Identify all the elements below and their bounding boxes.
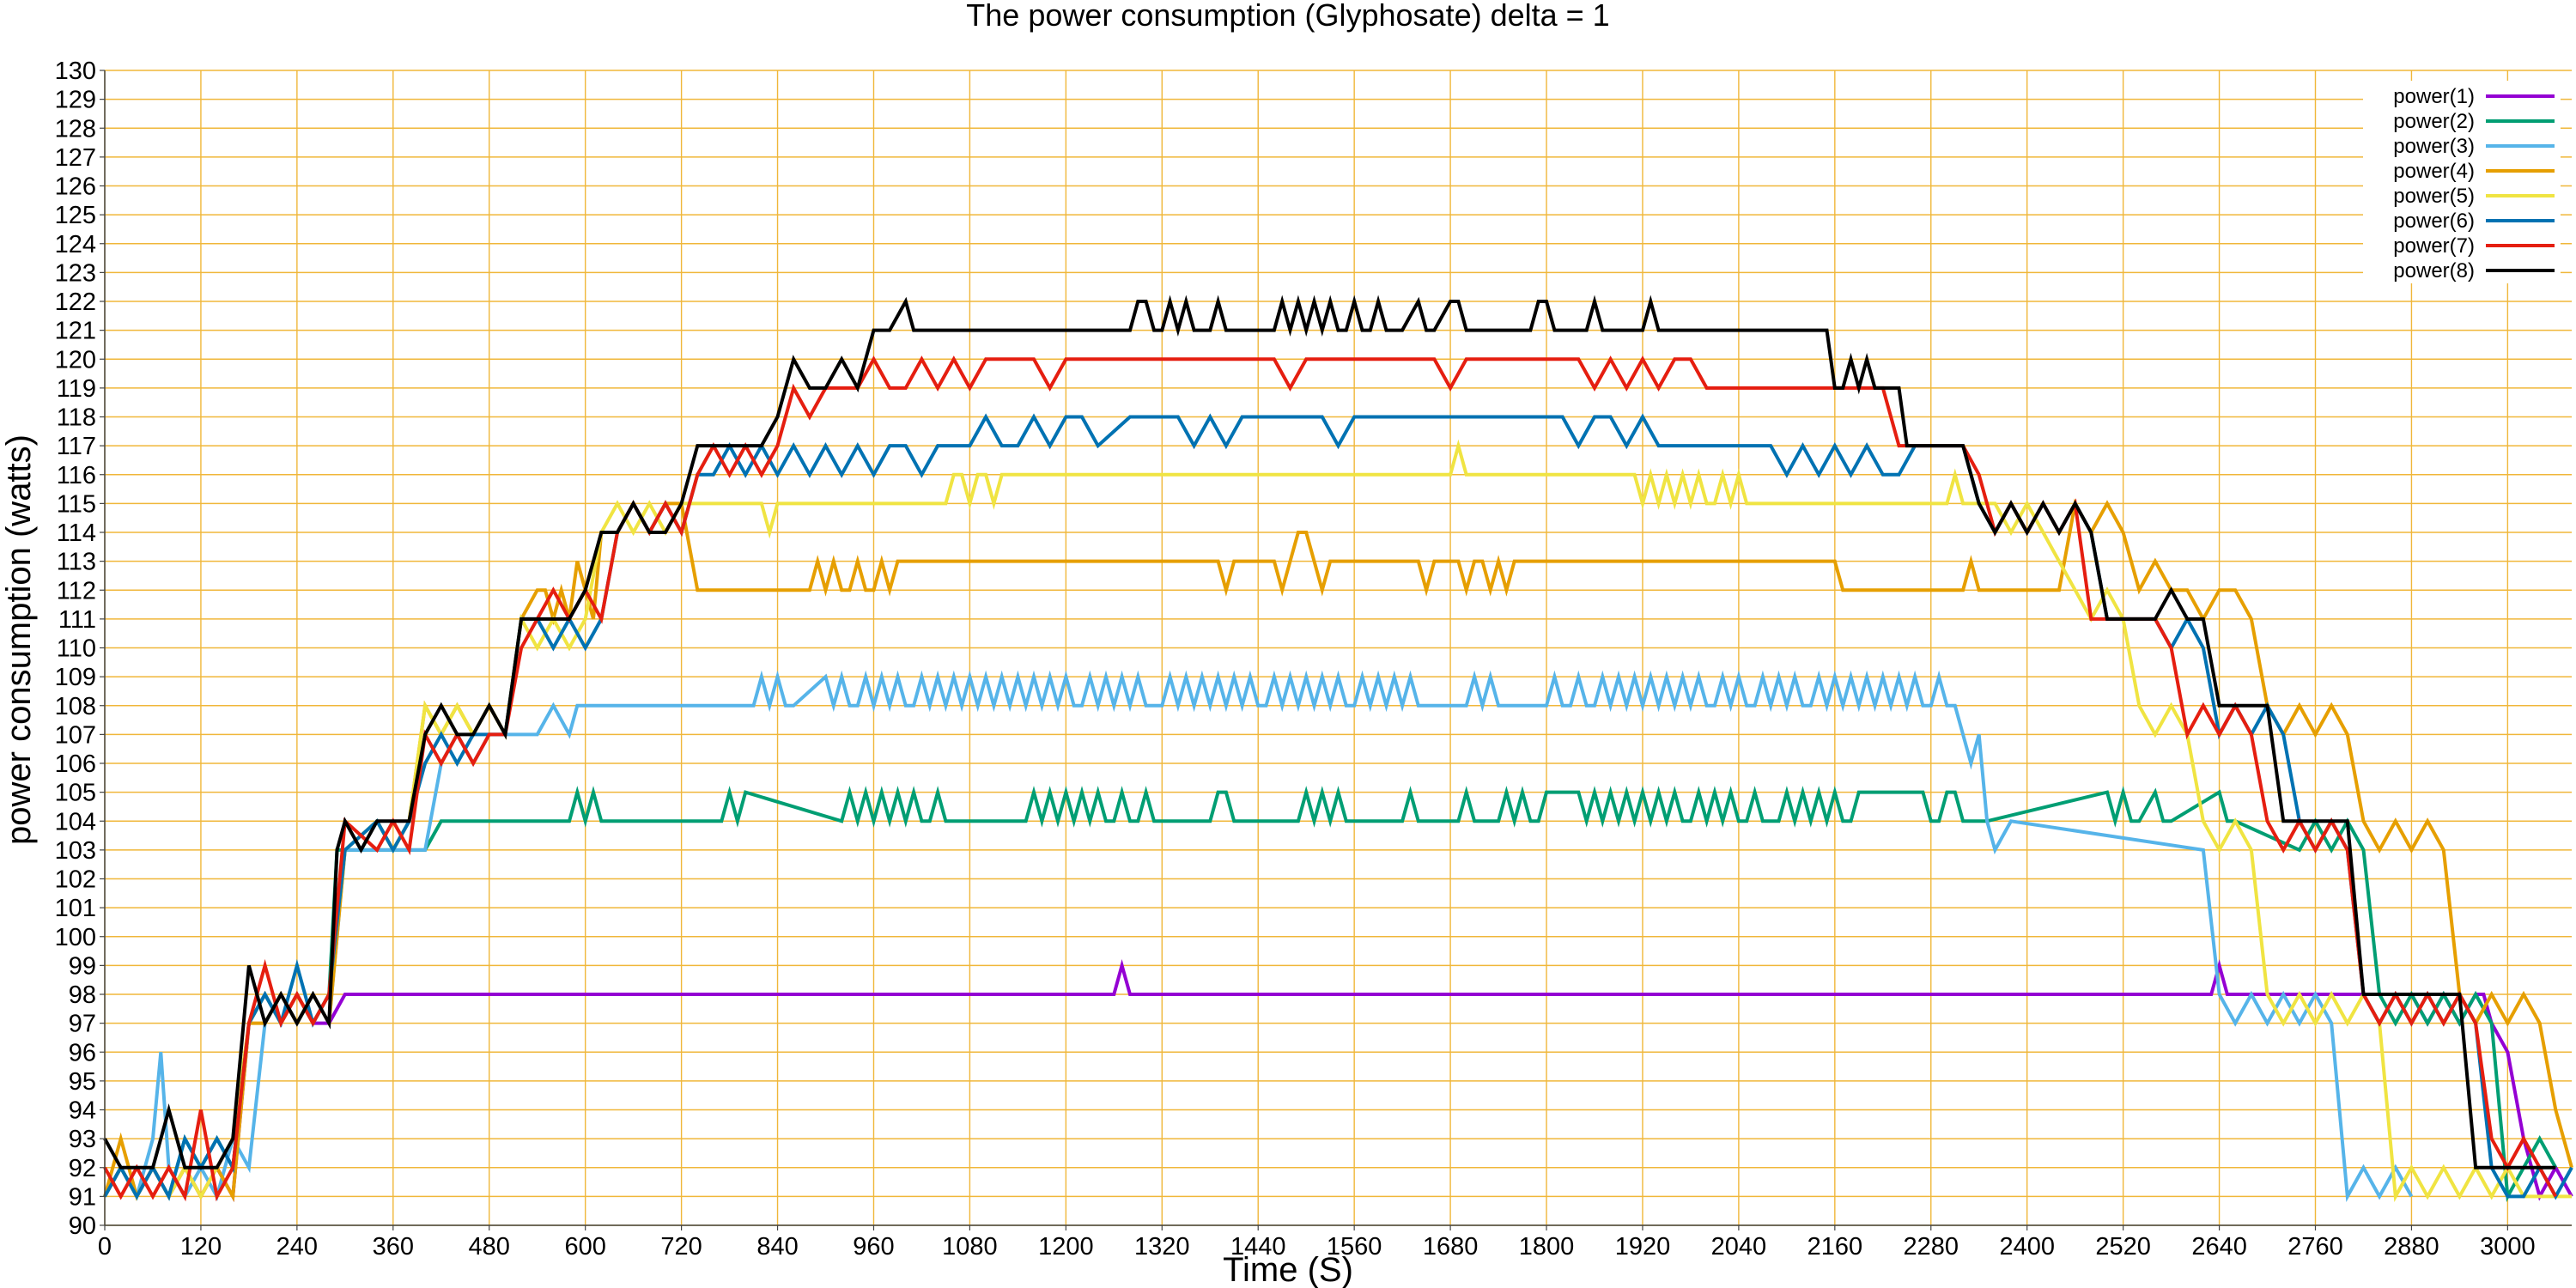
y-tick-label: 123 bbox=[55, 259, 96, 287]
legend-label-6: power(6) bbox=[2393, 210, 2475, 233]
y-tick-label: 118 bbox=[57, 404, 96, 432]
x-axis-label: Time (S) bbox=[1223, 1251, 1353, 1288]
x-tick-label: 600 bbox=[564, 1233, 605, 1261]
x-tick-label: 1080 bbox=[942, 1233, 998, 1261]
y-tick-label: 112 bbox=[57, 577, 96, 605]
y-tick-label: 103 bbox=[55, 837, 96, 865]
y-tick-label: 92 bbox=[69, 1155, 96, 1182]
y-tick-label: 113 bbox=[57, 549, 96, 576]
legend-label-1: power(1) bbox=[2393, 85, 2475, 108]
y-tick-label: 93 bbox=[69, 1126, 96, 1153]
y-tick-label: 130 bbox=[55, 58, 96, 85]
x-tick-label: 2400 bbox=[1999, 1233, 2055, 1261]
y-tick-label: 111 bbox=[58, 606, 96, 634]
y-tick-label: 98 bbox=[69, 981, 96, 1009]
y-tick-label: 117 bbox=[57, 433, 96, 460]
y-tick-label: 96 bbox=[69, 1039, 96, 1066]
x-tick-label: 1200 bbox=[1038, 1233, 1094, 1261]
x-tick-label: 2880 bbox=[2384, 1233, 2439, 1261]
y-tick-label: 97 bbox=[69, 1011, 96, 1038]
x-tick-label: 2520 bbox=[2095, 1233, 2151, 1261]
x-tick-label: 2040 bbox=[1711, 1233, 1767, 1261]
x-tick-label: 720 bbox=[660, 1233, 702, 1261]
y-tick-label: 126 bbox=[55, 173, 96, 201]
y-tick-label: 129 bbox=[55, 87, 96, 114]
x-tick-label: 3000 bbox=[2480, 1233, 2536, 1261]
legend-label-7: power(7) bbox=[2393, 234, 2475, 258]
legend: power(1)power(2)power(3)power(4)power(5)… bbox=[2363, 81, 2561, 283]
x-tick-label: 1680 bbox=[1423, 1233, 1479, 1261]
legend-label-8: power(8) bbox=[2393, 259, 2475, 283]
y-tick-label: 119 bbox=[57, 375, 96, 403]
x-tick-label: 1320 bbox=[1134, 1233, 1190, 1261]
y-tick-label: 108 bbox=[55, 693, 96, 720]
y-tick-label: 104 bbox=[55, 808, 96, 835]
x-tick-label: 1800 bbox=[1519, 1233, 1575, 1261]
x-tick-label: 960 bbox=[853, 1233, 894, 1261]
y-tick-label: 105 bbox=[55, 780, 96, 807]
y-tick-label: 128 bbox=[55, 115, 96, 143]
legend-label-2: power(2) bbox=[2393, 110, 2475, 133]
x-tick-label: 240 bbox=[276, 1233, 318, 1261]
y-tick-label: 95 bbox=[69, 1068, 96, 1096]
y-axis-label: power consumption (watts) bbox=[0, 434, 38, 845]
y-tick-label: 90 bbox=[69, 1212, 96, 1240]
y-tick-label: 116 bbox=[57, 462, 96, 489]
x-tick-label: 2160 bbox=[1807, 1233, 1863, 1261]
x-tick-label: 120 bbox=[180, 1233, 222, 1261]
y-tick-label: 102 bbox=[55, 866, 96, 894]
y-tick-label: 91 bbox=[69, 1183, 96, 1211]
y-tick-label: 115 bbox=[57, 490, 96, 518]
x-tick-label: 2760 bbox=[2287, 1233, 2343, 1261]
y-tick-label: 114 bbox=[57, 519, 96, 547]
y-tick-label: 122 bbox=[55, 289, 96, 316]
y-tick-label: 120 bbox=[55, 346, 96, 374]
y-tick-label: 99 bbox=[69, 952, 96, 980]
x-tick-label: 360 bbox=[373, 1233, 414, 1261]
legend-label-3: power(3) bbox=[2393, 135, 2475, 158]
y-tick-label: 110 bbox=[57, 635, 96, 663]
x-tick-label: 2280 bbox=[1904, 1233, 1959, 1261]
y-tick-label: 124 bbox=[55, 231, 96, 258]
y-tick-label: 109 bbox=[55, 664, 96, 691]
x-tick-label: 0 bbox=[98, 1233, 112, 1261]
y-tick-label: 121 bbox=[55, 318, 96, 345]
x-tick-label: 2640 bbox=[2191, 1233, 2247, 1261]
x-tick-label: 1920 bbox=[1615, 1233, 1671, 1261]
x-tick-label: 480 bbox=[469, 1233, 510, 1261]
y-tick-label: 100 bbox=[55, 924, 96, 951]
y-tick-label: 94 bbox=[69, 1097, 96, 1125]
y-tick-label: 101 bbox=[55, 895, 96, 922]
chart-title: The power consumption (Glyphosate) delta… bbox=[966, 0, 1609, 33]
legend-label-5: power(5) bbox=[2393, 185, 2475, 208]
x-tick-label: 840 bbox=[756, 1233, 798, 1261]
legend-label-4: power(4) bbox=[2393, 160, 2475, 183]
y-tick-label: 107 bbox=[55, 721, 96, 749]
y-tick-label: 127 bbox=[55, 144, 96, 172]
y-tick-label: 125 bbox=[55, 202, 96, 229]
y-tick-label: 106 bbox=[55, 750, 96, 778]
